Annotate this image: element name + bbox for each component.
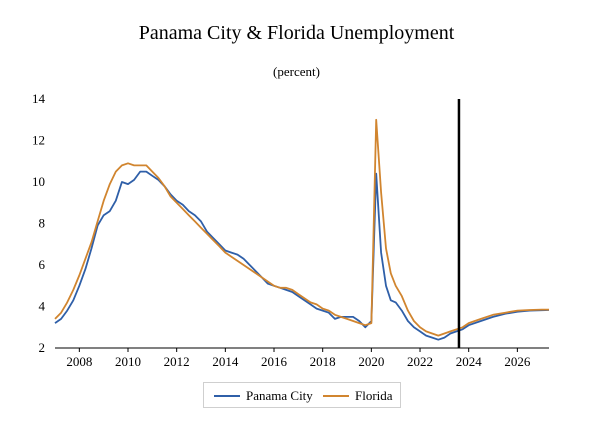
series-line-florida xyxy=(54,118,549,337)
x-tick-label: 2024 xyxy=(456,354,483,369)
y-tick-label: 8 xyxy=(39,216,46,231)
x-tick-label: 2022 xyxy=(407,354,433,369)
legend-item-panama-city: Panama City xyxy=(214,388,313,404)
x-tick-label: 2020 xyxy=(358,354,384,369)
chart-title: Panama City & Florida Unemployment xyxy=(138,22,455,44)
x-tick-label: 2008 xyxy=(66,354,92,369)
chart-subtitle: (percent) xyxy=(273,64,320,79)
legend-label-panama-city: Panama City xyxy=(246,388,313,403)
y-tick-label: 2 xyxy=(39,340,46,355)
x-tick-label: 2016 xyxy=(261,354,288,369)
legend-swatch-florida xyxy=(323,395,349,397)
legend: Panama City Florida xyxy=(203,382,401,408)
x-tick-label: 2012 xyxy=(164,354,190,369)
y-tick-label: 10 xyxy=(32,174,45,189)
legend-swatch-panama-city xyxy=(214,395,240,397)
axes xyxy=(55,347,549,352)
y-tick-label: 12 xyxy=(32,133,45,148)
legend-item-florida: Florida xyxy=(323,388,393,404)
y-tick-label: 4 xyxy=(39,299,46,314)
x-tick-label: 2010 xyxy=(115,354,141,369)
x-tick-label: 2014 xyxy=(212,354,239,369)
series-layer xyxy=(54,118,550,341)
tick-layer: 2 4 6 8 10 12 14 2008 2010 2012 2014 2016 2018 2020 20… xyxy=(32,91,531,369)
y-tick-label: 14 xyxy=(32,91,46,106)
x-tick-label: 2026 xyxy=(504,354,531,369)
legend-label-florida: Florida xyxy=(355,388,393,403)
x-tick-label: 2018 xyxy=(310,354,336,369)
y-tick-label: 6 xyxy=(39,257,46,272)
series-line-panama-city xyxy=(54,170,550,341)
